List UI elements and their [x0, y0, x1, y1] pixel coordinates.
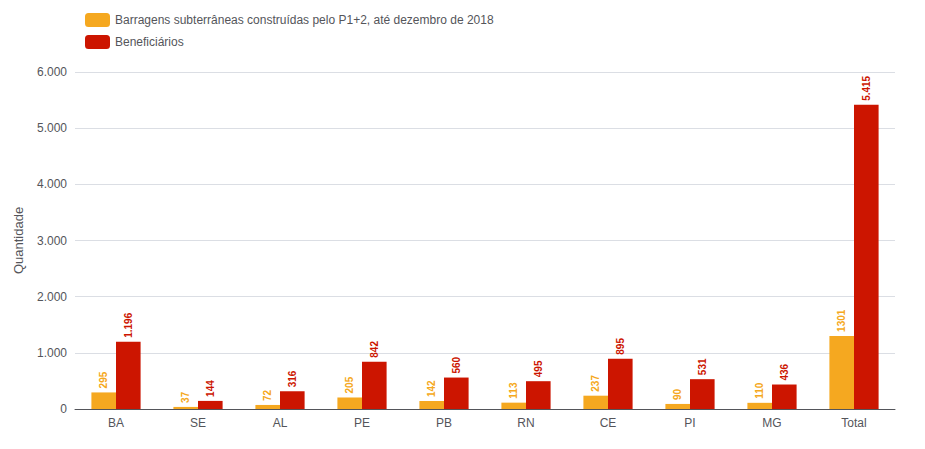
svg-text:895: 895 [615, 338, 626, 355]
svg-text:1.196: 1.196 [123, 312, 134, 337]
svg-text:113: 113 [508, 382, 519, 399]
svg-text:RN: RN [517, 416, 534, 430]
svg-text:316: 316 [287, 370, 298, 387]
svg-text:90: 90 [672, 388, 683, 400]
svg-text:PB: PB [436, 416, 452, 430]
svg-text:MG: MG [762, 416, 781, 430]
svg-text:Beneficiários: Beneficiários [115, 35, 184, 49]
svg-text:144: 144 [205, 380, 216, 397]
svg-text:PI: PI [684, 416, 695, 430]
svg-text:6.000: 6.000 [37, 65, 67, 79]
svg-text:495: 495 [533, 360, 544, 377]
svg-text:Barragens subterrâneas constru: Barragens subterrâneas construídas pelo … [115, 13, 494, 27]
svg-text:1301: 1301 [836, 309, 847, 332]
svg-text:842: 842 [369, 341, 380, 358]
svg-text:Total: Total [841, 416, 866, 430]
svg-text:205: 205 [344, 376, 355, 393]
svg-text:142: 142 [426, 380, 437, 397]
svg-text:37: 37 [180, 391, 191, 403]
svg-text:110: 110 [754, 382, 765, 399]
svg-text:Quantidade: Quantidade [11, 207, 26, 274]
svg-text:5.000: 5.000 [37, 121, 67, 135]
svg-text:1.000: 1.000 [37, 346, 67, 360]
svg-text:295: 295 [98, 371, 109, 388]
svg-text:CE: CE [600, 416, 617, 430]
svg-text:2.000: 2.000 [37, 290, 67, 304]
svg-text:SE: SE [190, 416, 206, 430]
svg-text:PE: PE [354, 416, 370, 430]
svg-text:0: 0 [60, 402, 67, 416]
svg-text:531: 531 [697, 358, 708, 375]
svg-text:AL: AL [273, 416, 288, 430]
svg-text:560: 560 [451, 356, 462, 373]
svg-text:3.000: 3.000 [37, 234, 67, 248]
svg-text:237: 237 [590, 375, 601, 392]
svg-text:BA: BA [108, 416, 124, 430]
svg-text:5.415: 5.415 [861, 75, 872, 100]
svg-text:436: 436 [779, 363, 790, 380]
svg-text:4.000: 4.000 [37, 177, 67, 191]
svg-text:72: 72 [262, 389, 273, 401]
